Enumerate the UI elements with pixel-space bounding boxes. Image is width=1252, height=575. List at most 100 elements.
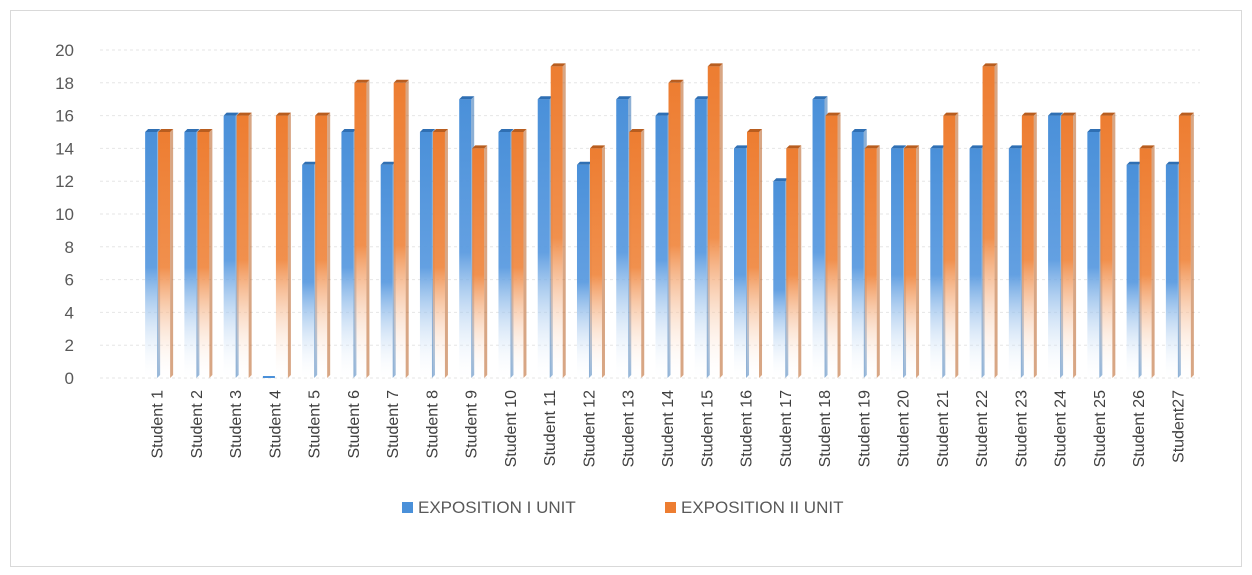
x-tick-label: Student 12	[581, 390, 598, 468]
bar-1-16	[734, 148, 747, 378]
bars	[145, 63, 1194, 379]
x-tick-label: Student 4	[267, 390, 284, 459]
bar-top-1-26	[1126, 161, 1142, 165]
y-tick-label: 4	[65, 303, 74, 322]
legend-label-series-2: EXPOSITION II UNIT	[681, 498, 843, 517]
x-tick-label: Student 23	[1013, 390, 1030, 468]
bar-1-17	[773, 181, 786, 378]
y-tick-label: 2	[65, 336, 74, 355]
bar-top-2-18	[825, 112, 841, 116]
bar-1-7	[380, 164, 393, 378]
bar-top-2-3	[236, 112, 252, 116]
bar-side-2-13	[641, 129, 645, 378]
bar-2-10	[511, 132, 524, 378]
bar-side-2-27	[1190, 112, 1194, 378]
bar-side-2-1	[170, 129, 174, 378]
bar-2-3	[236, 115, 249, 378]
bar-1-3	[223, 115, 236, 378]
bar-2-14	[668, 82, 681, 379]
bar-top-2-5	[315, 112, 331, 116]
bar-side-2-25	[1112, 112, 1116, 378]
bar-1-11	[537, 99, 550, 378]
legend-label-series-1: EXPOSITION I UNIT	[418, 498, 576, 517]
bar-side-2-9	[484, 145, 488, 378]
bar-1-5	[302, 164, 315, 378]
y-tick-label: 6	[65, 271, 74, 290]
bar-top-2-19	[864, 145, 880, 149]
bar-side-2-19	[876, 145, 880, 378]
x-tick-label: Student 2	[189, 390, 206, 459]
bar-top-1-24	[1048, 112, 1064, 116]
bar-top-2-23	[1021, 112, 1037, 116]
bar-top-2-14	[668, 79, 684, 83]
x-tick-label: Student 6	[346, 390, 363, 459]
y-tick-label: 12	[55, 172, 74, 191]
x-tick-label: Student 17	[778, 390, 795, 468]
bar-top-1-19	[851, 129, 867, 132]
y-tick-label: 16	[55, 107, 74, 126]
bar-1-19	[851, 132, 864, 378]
bar-side-2-16	[759, 129, 763, 378]
bar-2-25	[1100, 115, 1113, 378]
bar-2-12	[589, 148, 602, 378]
bar-1-1	[145, 132, 158, 378]
bar-1-27	[1165, 164, 1178, 378]
bar-top-2-25	[1100, 112, 1116, 116]
bar-2-27	[1178, 115, 1191, 378]
y-axis-ticks: 0 2 4 6 8 10 12 14 16 18 20	[55, 41, 74, 388]
bar-2-13	[629, 132, 642, 378]
bar-side-2-3	[248, 112, 252, 378]
bar-top-1-2	[184, 129, 200, 132]
x-tick-label: Student 9	[464, 390, 481, 459]
bar-side-2-4	[287, 112, 291, 378]
x-tick-label: Student 14	[660, 390, 677, 468]
legend: EXPOSITION I UNIT EXPOSITION II UNIT	[402, 498, 843, 517]
bar-2-8	[432, 132, 445, 378]
bar-top-1-15	[694, 96, 710, 100]
bar-top-2-21	[943, 112, 959, 116]
bar-side-2-21	[955, 112, 959, 378]
bar-top-1-9	[459, 96, 475, 100]
bar-2-11	[550, 66, 563, 379]
bar-top-2-13	[629, 129, 645, 132]
bar-side-2-7	[405, 79, 409, 379]
bar-top-2-15	[707, 63, 723, 67]
bar-top-2-20	[904, 145, 920, 149]
bar-1-6	[341, 132, 354, 378]
x-tick-label: Student 3	[228, 390, 245, 459]
bar-1-26	[1126, 164, 1139, 378]
x-tick-label: Student 21	[935, 390, 952, 468]
bar-top-1-23	[1008, 145, 1024, 149]
x-tick-label: Student 26	[1131, 390, 1148, 468]
y-tick-label: 8	[65, 238, 74, 257]
bar-top-2-11	[550, 63, 566, 67]
bar-side-2-5	[327, 112, 331, 378]
bar-side-2-24	[1073, 112, 1077, 378]
bar-top-2-27	[1178, 112, 1194, 116]
bar-2-26	[1139, 148, 1152, 378]
bar-top-1-7	[380, 161, 396, 165]
bar-top-2-9	[472, 145, 488, 149]
bar-top-1-27	[1165, 161, 1181, 165]
bar-2-9	[472, 148, 485, 378]
x-tick-label: Student 16	[739, 390, 756, 468]
x-tick-label: Student 15	[699, 390, 716, 468]
bar-1-13	[616, 99, 629, 378]
bar-2-17	[786, 148, 799, 378]
x-tick-label: Student 25	[1092, 390, 1109, 468]
bar-top-1-18	[812, 96, 828, 100]
bar-2-4	[275, 115, 288, 378]
bar-1-10	[498, 132, 511, 378]
bar-top-2-2	[197, 129, 213, 132]
y-tick-label: 14	[55, 139, 74, 158]
bar-side-2-26	[1151, 145, 1155, 378]
bar-2-20	[904, 148, 917, 378]
bar-side-2-17	[798, 145, 802, 378]
bar-top-1-5	[302, 161, 318, 165]
bar-top-2-17	[786, 145, 802, 149]
bar-top-2-10	[511, 129, 527, 132]
bar-side-2-15	[719, 63, 723, 379]
y-tick-label: 18	[55, 74, 74, 93]
bar-top-1-21	[930, 145, 946, 149]
bar-top-2-12	[589, 145, 605, 149]
